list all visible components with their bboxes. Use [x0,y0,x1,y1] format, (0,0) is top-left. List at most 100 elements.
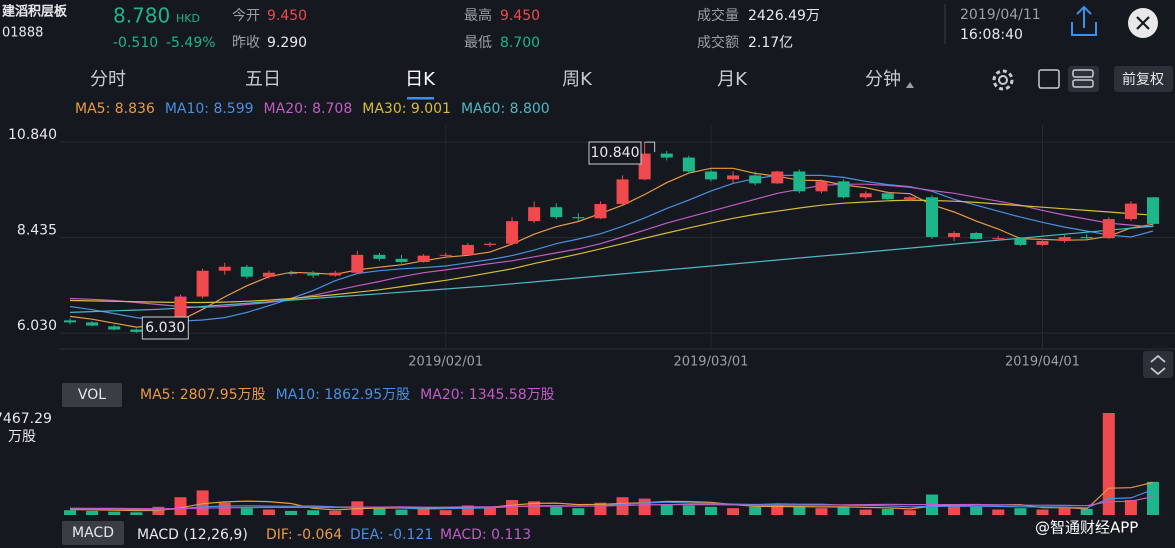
volume-bar [218,502,231,515]
legend-entry: MA10: 1862.95万股 [276,387,411,403]
candle-body [483,243,496,245]
value: 9.450 [267,8,307,24]
vol-legend: MA5: 2807.95万股 MA10: 1862.95万股 MA20: 1345.… [140,387,555,403]
volume-bar [948,504,961,515]
stock-code: 01888 [2,26,43,41]
macd-params: MACD (12,26,9) [137,527,248,543]
stock-name: 建滔积层板 [2,4,68,20]
vol-ma-line [69,489,1154,511]
candle-body [1147,197,1159,224]
candle-body [572,217,585,219]
candle-body [417,255,430,263]
label: 成交额 [697,34,739,51]
label: 成交量 [697,7,739,24]
volume-chart: 7467.29 [0,411,1159,515]
x-tick-label: 2019/02/01 [408,355,483,370]
candle-body [837,181,850,198]
candle-body [86,322,99,326]
volume-bar [240,508,253,515]
volume-bar [881,508,894,515]
y-tick-label: 10.840 [8,127,57,143]
ma-line [69,199,1154,304]
label: 最高 [464,7,492,24]
annotation: 10.840 [591,145,640,161]
y-tick-label: 7467.29 [0,411,52,427]
candle-body [793,171,806,192]
volume-bar [417,508,430,515]
candle-body [727,175,740,180]
currency: HKD [176,12,200,25]
volume-bar [682,505,695,515]
candle-body [285,272,298,274]
settings-button[interactable] [992,69,1014,91]
macd-value: MACD: 0.113 [440,527,531,543]
tab[interactable]: 周K [562,69,593,90]
volume-bar [903,510,916,515]
candle-body [130,329,143,332]
legend-entry: MA30: 9.001 [362,101,451,117]
tab[interactable]: 分时 [90,69,126,90]
volume-bar [550,506,563,515]
x-tick-label: 2019/04/01 [1005,355,1080,370]
time: 16:08:40 [960,27,1023,43]
candle-body [771,171,784,184]
annotation-leader [644,141,656,153]
share-button[interactable] [1071,5,1097,36]
adjust-button[interactable] [1114,66,1173,92]
candle-body [373,254,386,259]
volume-bar [660,504,673,515]
volume-bar [395,509,408,515]
candle-body [859,193,872,198]
volume-bar [1124,499,1137,515]
volume-bar [1014,508,1027,515]
volume-bar [1036,509,1049,515]
tab[interactable]: 分钟 [865,69,901,90]
candle-body [351,254,364,273]
candle-body [262,272,275,277]
volume-bar [727,508,740,515]
close-button[interactable] [1128,8,1158,38]
vol-label: VOL [78,387,106,403]
vol-button[interactable] [62,383,122,407]
candle-body [704,171,717,180]
ma-line [69,167,1154,328]
volume-bar [837,507,850,515]
volume-bar [528,501,541,515]
candle-body [329,272,342,276]
volume-bar [1058,508,1071,515]
label: 昨收 [232,35,260,51]
candle-body [64,320,76,323]
candle-body [108,326,121,330]
candle-body [1102,219,1115,239]
candle-body [218,266,231,271]
volume-bar [749,506,762,515]
candle-body [307,273,320,276]
collapse-button[interactable] [1143,351,1173,378]
candle-body [461,244,474,255]
candle-body [925,197,938,237]
layout-button[interactable] [1038,69,1060,89]
tab-active[interactable]: 日K [405,69,436,90]
annotation-box [588,141,642,165]
volume-bar [461,505,474,515]
unit: 万股 [8,429,36,445]
tab[interactable]: 月K [717,69,748,90]
candle-body [550,207,563,218]
y-tick-label: 8.435 [17,223,57,239]
x-tick-label: 2019/03/01 [673,355,748,370]
layout-button[interactable] [1068,66,1099,92]
change-pct: -5.49% [166,35,216,51]
candle-body [594,204,607,219]
tab[interactable]: 五日 [245,69,281,90]
volume-bar [992,509,1005,515]
candle-body [616,179,629,205]
candle-body [196,270,209,297]
legend-entry: MA20: 8.708 [264,101,353,117]
volume-bar [771,505,784,515]
macd-button[interactable] [62,521,124,545]
ma-legend: MA5: 8.836 MA10: 8.599 MA20: 8.708 MA30: 9.… [75,101,550,117]
volume-bar [638,498,651,515]
volume-bar [130,512,143,515]
volume-bar [64,510,76,515]
volume-bar [307,510,320,515]
